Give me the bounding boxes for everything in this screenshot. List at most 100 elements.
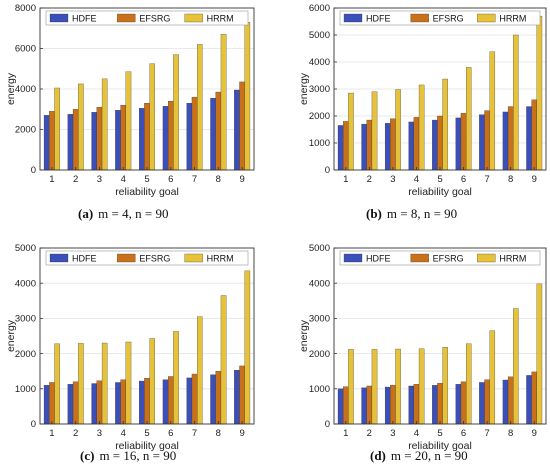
bar-hrrm-3 xyxy=(101,78,108,171)
caption-tag: (c) xyxy=(80,448,94,463)
bar-efsrg-2 xyxy=(366,385,373,425)
x-tick-label: 7 xyxy=(484,428,489,439)
x-axis-label: reliability goal xyxy=(408,440,472,452)
bar-hrrm-9 xyxy=(244,270,251,425)
bar-hrrm-3 xyxy=(395,348,401,425)
x-tick-label: 7 xyxy=(192,174,197,185)
chart-panel-b: 0 1000 2000 3000 4000 5000 6000 1 2 3 4 5 6 7 8 9 reliab… xyxy=(298,3,547,221)
bar-efsrg-5 xyxy=(144,378,150,425)
y-tick-label: 3000 xyxy=(309,84,330,95)
x-tick-label: 1 xyxy=(49,174,54,185)
bar-hdfe-3 xyxy=(384,123,391,171)
bar-efsrg-6 xyxy=(168,101,174,171)
x-tick-label: 5 xyxy=(437,174,442,185)
y-tick-label: 6000 xyxy=(309,3,330,14)
bar-hdfe-4 xyxy=(408,121,415,171)
bar-efsrg-7 xyxy=(191,373,198,425)
x-axis-label: reliability goal xyxy=(115,186,179,198)
bar-efsrg-7 xyxy=(484,110,490,171)
bar-hdfe-6 xyxy=(162,379,169,425)
bar-hrrm-2 xyxy=(78,83,84,171)
bar-efsrg-4 xyxy=(413,384,420,425)
bar-efsrg-6 xyxy=(168,376,174,425)
caption-tag: (d) xyxy=(370,448,386,463)
x-axis-label: reliability goal xyxy=(408,186,472,198)
x-tick-label: 2 xyxy=(73,428,78,439)
y-tick-label: 8000 xyxy=(15,3,36,14)
x-tick-label: 2 xyxy=(73,174,78,185)
y-tick-label: 1000 xyxy=(309,384,330,395)
bar-hrrm-9 xyxy=(536,15,543,171)
x-tick-label: 6 xyxy=(461,428,466,439)
axes-frame xyxy=(39,247,255,425)
bar-hrrm-8 xyxy=(220,34,227,171)
legend-label-hdfe: HDFE xyxy=(72,254,97,264)
panel-caption: (b) m = 8, n = 90 xyxy=(366,206,457,221)
bar-hdfe-9 xyxy=(234,89,240,171)
legend-swatch-efsrg xyxy=(117,13,136,23)
y-tick-label: 0 xyxy=(325,165,330,176)
bar-hdfe-7 xyxy=(186,377,193,425)
bar-hdfe-9 xyxy=(526,375,532,425)
chart-panel-c: 0 1000 2000 3000 4000 5000 1 2 3 4 5 6 7 8 9 reliabilit… xyxy=(5,243,255,463)
bar-efsrg-8 xyxy=(215,91,222,171)
x-tick-label: 4 xyxy=(414,174,419,185)
bar-hdfe-6 xyxy=(455,117,462,171)
bar-hdfe-3 xyxy=(384,386,391,425)
legend-label-hdfe: HDFE xyxy=(366,14,391,24)
bar-hdfe-5 xyxy=(139,380,145,425)
x-tick-label: 2 xyxy=(367,174,372,185)
bar-hrrm-6 xyxy=(465,67,472,171)
legend-swatch-hrrm xyxy=(477,253,496,263)
bar-hdfe-5 xyxy=(432,385,438,425)
bar-efsrg-4 xyxy=(120,105,126,171)
bar-hrrm-1 xyxy=(348,92,354,171)
bar-hdfe-7 xyxy=(479,114,485,171)
bar-hdfe-9 xyxy=(234,369,240,425)
x-tick-label: 9 xyxy=(532,174,537,185)
y-tick-label: 5000 xyxy=(15,243,36,254)
legend-label-hdfe: HDFE xyxy=(366,254,391,264)
y-tick-label: 5000 xyxy=(309,30,330,41)
bar-efsrg-7 xyxy=(484,379,490,425)
y-tick-label: 2000 xyxy=(309,111,330,122)
bar-efsrg-3 xyxy=(96,107,103,171)
bar-hrrm-5 xyxy=(442,347,448,425)
bar-hdfe-1 xyxy=(337,388,344,425)
x-tick-label: 3 xyxy=(390,174,395,185)
caption-text: m = 16, n = 90 xyxy=(99,448,176,463)
bar-hdfe-7 xyxy=(479,382,485,425)
legend-swatch-hrrm xyxy=(184,253,203,263)
x-tick-label: 1 xyxy=(343,428,348,439)
legend-swatch-hdfe xyxy=(343,13,363,23)
bar-hrrm-8 xyxy=(220,295,227,425)
panel-caption: (d) m = 20, n = 90 xyxy=(370,448,468,463)
x-tick-label: 4 xyxy=(121,174,126,185)
y-axis-label: energy xyxy=(298,319,310,352)
bar-hdfe-3 xyxy=(91,383,97,425)
bar-efsrg-2 xyxy=(366,119,373,171)
x-tick-label: 5 xyxy=(144,428,149,439)
legend-swatch-efsrg xyxy=(410,13,429,23)
x-tick-label: 9 xyxy=(239,174,244,185)
x-tick-label: 6 xyxy=(461,174,466,185)
legend-label-efsrg: EFSRG xyxy=(433,14,464,24)
bar-hrrm-4 xyxy=(418,348,425,425)
bar-hdfe-2 xyxy=(361,123,367,171)
bar-hdfe-1 xyxy=(43,115,50,171)
y-tick-label: 0 xyxy=(31,419,36,430)
bar-hrrm-5 xyxy=(149,63,155,171)
x-tick-label: 6 xyxy=(168,174,173,185)
x-tick-label: 9 xyxy=(239,428,244,439)
caption-text: m = 4, n = 90 xyxy=(98,206,168,221)
x-tick-label: 7 xyxy=(484,174,489,185)
bar-efsrg-9 xyxy=(239,365,245,425)
bar-efsrg-1 xyxy=(49,111,55,171)
bar-hrrm-2 xyxy=(78,343,84,425)
bar-hdfe-4 xyxy=(408,385,415,425)
legend-label-hrrm: HRRM xyxy=(207,14,234,24)
bar-hrrm-8 xyxy=(513,34,519,171)
bar-efsrg-8 xyxy=(215,371,222,425)
bar-efsrg-6 xyxy=(460,113,467,171)
bar-hrrm-2 xyxy=(371,91,378,171)
